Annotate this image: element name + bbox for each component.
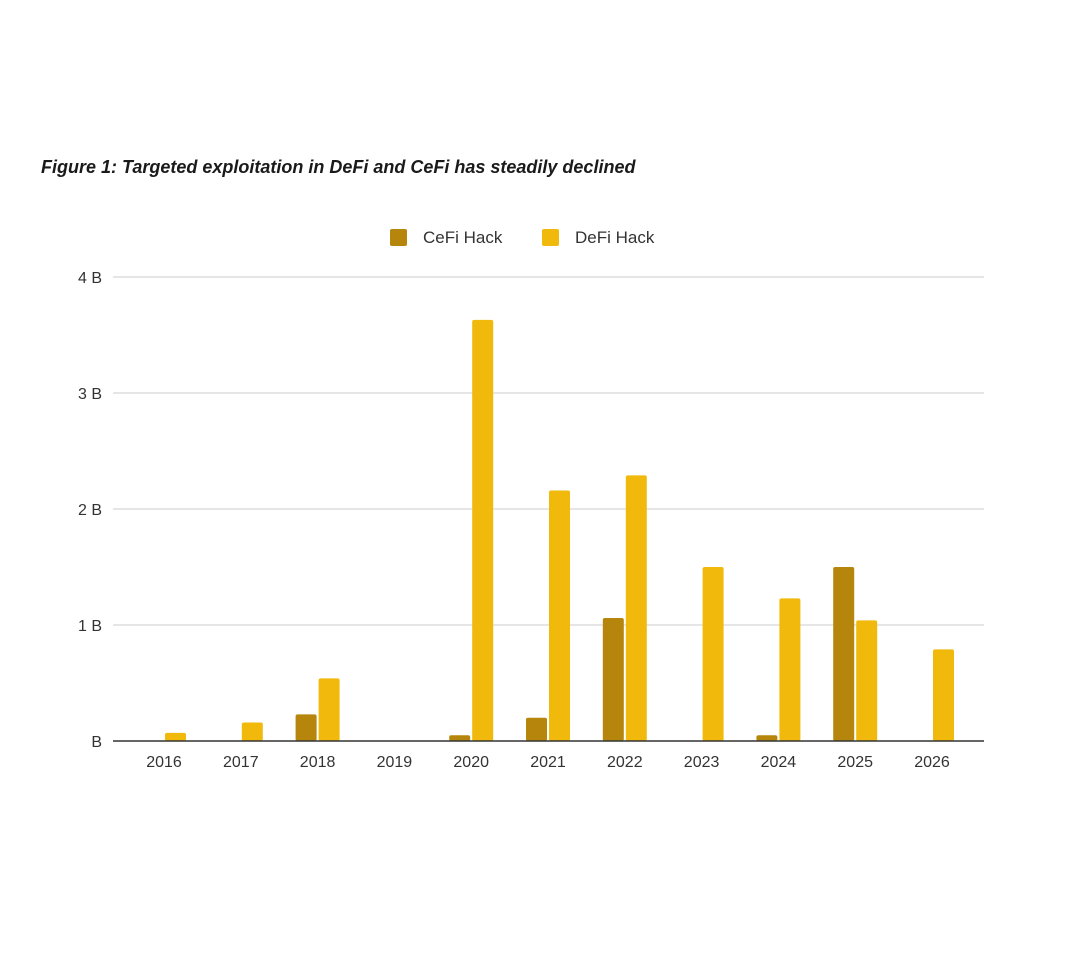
- x-tick-label: 2020: [453, 754, 489, 771]
- bar-cefi-hack-2018: [295, 714, 317, 741]
- bar-defi-hack-2026: [933, 649, 954, 741]
- bar-defi-hack-2025: [856, 620, 878, 741]
- bar-cefi-hack-2020: [449, 735, 471, 741]
- x-tick-label: 2026: [914, 754, 950, 771]
- legend-label: DeFi Hack: [575, 228, 655, 247]
- bar-defi-hack-2021: [549, 490, 570, 741]
- bar-defi-hack-2018: [318, 678, 340, 741]
- x-tick-label: 2019: [377, 754, 413, 771]
- bar-defi-hack-2024: [779, 598, 801, 741]
- bar-cefi-hack-2022: [602, 618, 624, 741]
- x-tick-label: 2024: [761, 754, 797, 771]
- bar-defi-hack-2023: [702, 567, 724, 741]
- bar-defi-hack-2017: [241, 722, 263, 741]
- legend: CeFi Hack DeFi Hack: [390, 228, 655, 247]
- bar-defi-hack-2020: [472, 319, 494, 741]
- x-axis-tick-labels: 2016 2017 2018 2019 2020 2021 2022 2023 2024 2025…: [146, 754, 950, 771]
- x-tick-label: 2021: [530, 754, 566, 771]
- bar-defi-hack-2016: [165, 732, 186, 741]
- legend-swatch: [542, 229, 559, 246]
- bar-cefi-hack-2021: [526, 717, 547, 741]
- bars: [165, 319, 954, 741]
- bar-defi-hack-2022: [625, 475, 647, 741]
- y-tick-label: 2 B: [78, 502, 102, 519]
- x-tick-label: 2016: [146, 754, 182, 771]
- x-tick-label: 2017: [223, 754, 259, 771]
- y-tick-label: 4 B: [78, 270, 102, 287]
- legend-swatch: [390, 229, 407, 246]
- bar-cefi-hack-2024: [756, 735, 778, 741]
- bar-cefi-hack-2025: [833, 567, 855, 741]
- x-tick-label: 2018: [300, 754, 336, 771]
- y-tick-label: B: [91, 734, 102, 751]
- legend-label: CeFi Hack: [423, 228, 503, 247]
- x-tick-label: 2022: [607, 754, 643, 771]
- x-tick-label: 2025: [837, 754, 873, 771]
- x-tick-label: 2023: [684, 754, 720, 771]
- y-tick-label: 1 B: [78, 618, 102, 635]
- y-axis-tick-labels: B 1 B 2 B 3 B 4 B: [78, 270, 102, 751]
- figure-title: Figure 1: Targeted exploitation in DeFi …: [41, 157, 636, 177]
- y-tick-label: 3 B: [78, 386, 102, 403]
